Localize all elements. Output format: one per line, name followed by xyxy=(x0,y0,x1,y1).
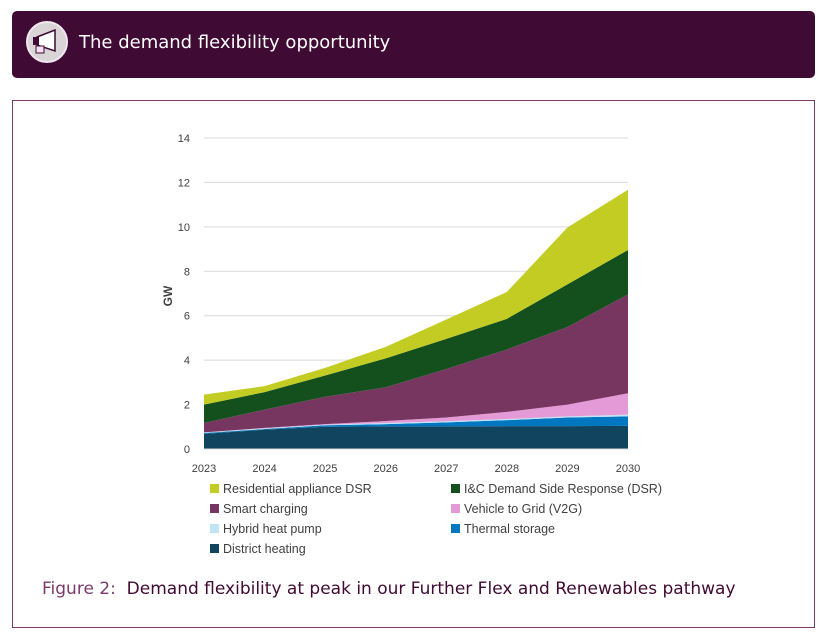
y-tick-label: 8 xyxy=(184,266,190,278)
legend-item: Vehicle to Grid (V2G) xyxy=(451,501,691,516)
legend-swatch xyxy=(451,484,460,493)
y-axis-title: GW xyxy=(161,285,175,306)
legend-label: I&C Demand Side Response (DSR) xyxy=(464,481,662,496)
legend-label: District heating xyxy=(223,541,306,556)
x-tick-label: 2029 xyxy=(555,463,579,475)
figure-caption: Figure 2: Demand flexibility at peak in … xyxy=(42,579,736,599)
legend-label: Vehicle to Grid (V2G) xyxy=(464,501,583,516)
area-i-c-demand-side-response-dsr- xyxy=(204,249,628,424)
y-tick-label: 14 xyxy=(178,133,190,145)
caption-label: Figure 2: xyxy=(42,579,116,599)
area-district-heating xyxy=(204,425,628,449)
legend-swatch xyxy=(451,524,460,533)
legend-label: Smart charging xyxy=(223,501,308,516)
y-tick-label: 10 xyxy=(178,222,190,234)
y-tick-label: 0 xyxy=(184,444,190,456)
area-vehicle-to-grid-v2g- xyxy=(204,393,628,433)
figure-box xyxy=(12,100,815,628)
legend-label: Thermal storage xyxy=(464,521,556,536)
area-smart-charging xyxy=(204,294,628,433)
x-tick-label: 2024 xyxy=(252,463,276,475)
legend-label: Hybrid heat pump xyxy=(223,521,322,536)
legend-swatch xyxy=(210,484,219,493)
header-title: The demand flexibility opportunity xyxy=(79,32,391,53)
legend-swatch xyxy=(210,524,219,533)
area-hybrid-heat-pump xyxy=(204,414,628,434)
caption-text: Demand flexibility at peak in our Furthe… xyxy=(126,579,736,599)
x-tick-label: 2026 xyxy=(373,463,397,475)
x-tick-label: 2030 xyxy=(616,463,640,475)
section-header: The demand flexibility opportunity xyxy=(12,11,815,78)
y-tick-label: 6 xyxy=(184,311,190,323)
x-tick-label: 2025 xyxy=(313,463,337,475)
y-tick-label: 2 xyxy=(184,400,190,412)
area-thermal-storage xyxy=(204,416,628,434)
legend-item: Hybrid heat pump xyxy=(210,521,451,536)
y-tick-label: 12 xyxy=(178,177,190,189)
megaphone-icon xyxy=(26,21,68,63)
legend-item: Thermal storage xyxy=(451,521,691,536)
legend-item: District heating xyxy=(210,541,451,556)
x-tick-label: 2023 xyxy=(192,463,216,475)
y-tick-label: 4 xyxy=(184,355,190,367)
legend-label: Residential appliance DSR xyxy=(223,481,372,496)
legend-swatch xyxy=(210,544,219,553)
legend-item: Residential appliance DSR xyxy=(210,481,451,496)
x-tick-label: 2028 xyxy=(495,463,519,475)
legend-swatch xyxy=(451,504,460,513)
legend-item: I&C Demand Side Response (DSR) xyxy=(451,481,691,496)
area-residential-appliance-dsr xyxy=(204,189,628,405)
legend-item: Smart charging xyxy=(210,501,451,516)
x-tick-label: 2027 xyxy=(434,463,458,475)
chart-legend: Residential appliance DSR I&C Demand Side… xyxy=(210,481,691,556)
legend-swatch xyxy=(210,504,219,513)
